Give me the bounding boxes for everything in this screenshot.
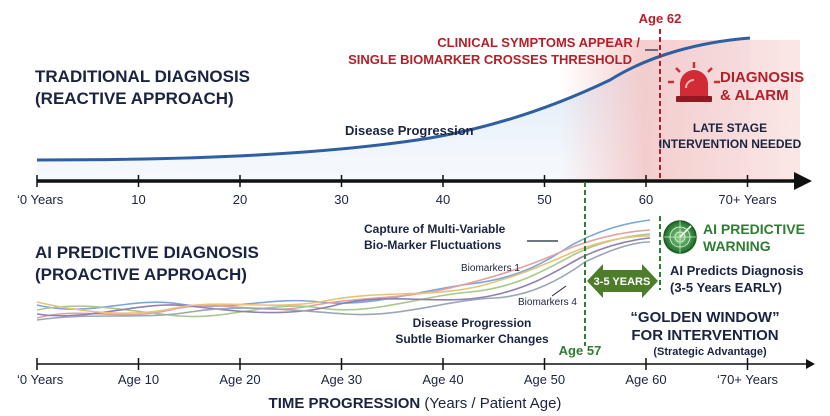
golden-window-label-line2: FOR INTERVENTION <box>631 327 778 344</box>
bottom-axis-tick-label: Age 30 <box>321 372 362 387</box>
ai-warning-label: AI PREDICTIVE <box>703 221 805 237</box>
traditional-subheading: (REACTIVE APPROACH) <box>35 89 234 108</box>
ai-heading: AI PREDICTIVE DIAGNOSIS <box>35 243 259 262</box>
progression-subtle-label: Disease Progression <box>413 316 532 330</box>
late-stage-zone <box>560 40 800 181</box>
bottom-axis-tick-label: Age 60 <box>625 372 666 387</box>
late-stage-label: LATE STAGE <box>693 121 767 135</box>
top-axis-tick-label: 50 <box>537 192 551 207</box>
golden-window-label-line3: (Strategic Advantage) <box>653 346 767 358</box>
top-axis-tick-label: 10 <box>131 192 145 207</box>
bottom-axis-tick-label: Age 50 <box>524 372 565 387</box>
age-62-label: Age 62 <box>639 11 682 26</box>
biomarker-curve-4 <box>36 237 651 317</box>
diagnosis-alarm-label: DIAGNOSIS <box>720 69 804 86</box>
biomarkers-4-label: Biomarkers 4 <box>518 297 577 308</box>
top-axis-arrowhead <box>794 172 812 190</box>
ai-warning-label-line2: WARNING <box>703 238 771 254</box>
bottom-axis-tick-label: Age 40 <box>422 372 463 387</box>
radar-icon <box>663 220 697 254</box>
window-years-label: 3-5 YEARS <box>594 276 651 288</box>
traditional-heading: TRADITIONAL DIAGNOSIS <box>35 67 250 86</box>
top-axis-tick-label: 70+ Years <box>718 192 777 207</box>
top-axis-tick-label: 20 <box>233 192 247 207</box>
top-axis-tick-label: ‘0 Years <box>17 192 64 207</box>
ai-predicts-label-line2: (3-5 Years EARLY) <box>670 280 782 295</box>
time-axis-title-rest: (Years / Patient Age) <box>420 395 561 412</box>
biomarkers-4-leader <box>551 285 567 297</box>
golden-window-arrow <box>587 264 658 298</box>
bottom-axis-tick-label: ‘0 Years <box>17 372 64 387</box>
biomarker-curve-1 <box>36 219 651 311</box>
bottom-axis-tick-label: ‘70+ Years <box>717 372 779 387</box>
top-axis-tick-label: 40 <box>436 192 450 207</box>
age-57-label: Age 57 <box>559 343 602 358</box>
top-axis-tick-label: 30 <box>334 192 348 207</box>
bottom-axis-tick-label: Age 20 <box>219 372 260 387</box>
biomarker-curve-5 <box>36 235 651 314</box>
time-axis-title: TIME PROGRESSION (Years / Patient Age) <box>269 395 562 412</box>
bottom-axis-arrowhead <box>806 359 815 369</box>
progression-subtle-label-line2: Subtle Biomarker Changes <box>395 332 549 346</box>
siren-alarm-icon <box>668 62 720 102</box>
bottom-axis-tick-label: Age 10 <box>118 372 159 387</box>
diagnosis-alarm-label-line2: & ALARM <box>720 87 789 104</box>
progression-curve <box>36 36 751 162</box>
ai-subheading: (PROACTIVE APPROACH) <box>35 265 247 284</box>
biomarker-curve-3 <box>36 233 651 318</box>
symptoms-label: CLINICAL SYMPTOMS APPEAR / <box>437 35 640 50</box>
top-axis-tick-label: 60 <box>639 192 653 207</box>
progression-label: Disease Progression <box>345 123 474 138</box>
symptoms-label-line2: SINGLE BIOMARKER CROSSES THRESHOLD <box>348 52 632 67</box>
ai-predicts-label: AI Predicts Diagnosis <box>670 263 804 278</box>
late-stage-label-line2: INTERVENTION NEEDED <box>659 137 802 151</box>
biomarkers-1-label: Biomarkers 1 <box>461 263 520 274</box>
capture-label-line2: Bio-Marker Fluctuations <box>364 238 502 252</box>
golden-window-label: “GOLDEN WINDOW” <box>630 309 779 326</box>
capture-label: Capture of Multi-Variable <box>364 222 506 236</box>
time-axis-title-bold: TIME PROGRESSION <box>269 395 421 412</box>
